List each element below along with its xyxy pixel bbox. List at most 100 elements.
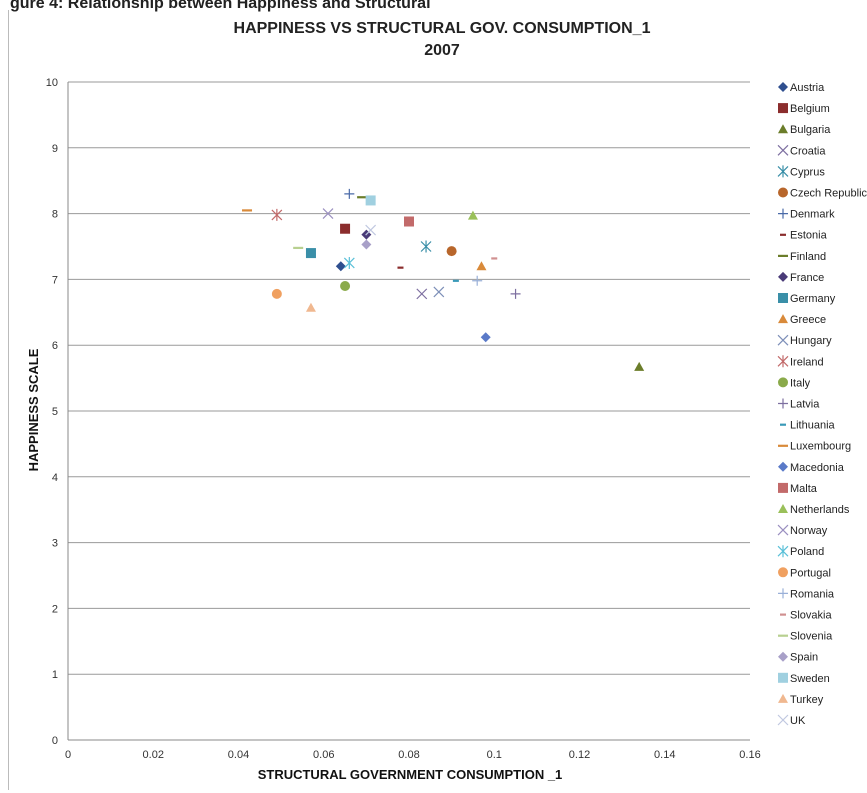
legend-item-uk: UK — [777, 714, 806, 727]
point-czech-republic — [446, 246, 457, 257]
legend-item-romania: Romania — [778, 588, 835, 600]
legend-label: Greece — [790, 314, 826, 326]
point-spain — [361, 239, 372, 250]
point-greece — [476, 261, 487, 271]
legend-marker — [778, 208, 788, 219]
legend-item-turkey: Turkey — [778, 693, 824, 706]
legend-item-greece: Greece — [778, 314, 826, 326]
axes — [67, 82, 750, 741]
y-tick-label: 3 — [52, 538, 58, 550]
legend-label: Hungary — [790, 335, 832, 347]
legend-item-bulgaria: Bulgaria — [778, 124, 831, 136]
legend-item-slovakia: Slovakia — [780, 610, 832, 622]
x-tick-label: 0.16 — [739, 749, 760, 761]
legend-label: Austria — [790, 82, 825, 94]
legend-label: Turkey — [790, 694, 824, 706]
legend-item-italy: Italy — [778, 377, 811, 389]
legend-marker — [778, 254, 788, 257]
legend-marker — [778, 588, 788, 599]
legend-item-poland: Poland — [777, 545, 824, 558]
point-romania — [472, 275, 483, 286]
legend-label: Malta — [790, 483, 818, 495]
legend-item-denmark: Denmark — [778, 208, 835, 221]
y-tick-label: 8 — [52, 209, 58, 221]
legend-item-sweden: Sweden — [778, 672, 830, 685]
y-tick-label: 2 — [52, 603, 58, 615]
legend-marker — [778, 82, 788, 92]
legend-label: Latvia — [790, 399, 820, 411]
legend-label: Portugal — [790, 567, 831, 579]
legend-label: Croatia — [790, 145, 826, 157]
point-bulgaria — [634, 361, 645, 371]
y-tick-label: 1 — [52, 669, 58, 681]
legend-label: Cyprus — [790, 166, 825, 178]
x-tick-label: 0.1 — [487, 749, 502, 761]
legend-label: Germany — [790, 293, 836, 305]
legend-label: France — [790, 272, 824, 284]
y-axis-title: HAPPINESS SCALE — [26, 348, 41, 471]
legend-marker — [778, 103, 788, 114]
legend-marker — [778, 461, 788, 472]
point-belgium — [340, 223, 351, 234]
chart-title: HAPPINESS VS STRUCTURAL GOV. CONSUMPTION… — [234, 20, 651, 37]
legend-marker — [777, 714, 789, 726]
legend-item-cyprus: Cyprus — [777, 165, 825, 178]
legend-marker — [778, 693, 788, 703]
legend-label: Finland — [790, 251, 826, 263]
gridlines — [68, 81, 750, 675]
point-estonia — [397, 266, 404, 269]
legend-marker — [778, 651, 788, 662]
y-tick-label: 9 — [52, 143, 58, 155]
legend-item-germany: Germany — [778, 293, 836, 305]
point-italy — [340, 280, 351, 291]
legend: Austria Belgium Bulgaria Croatia Cyprus Czech… — [777, 82, 867, 727]
y-tick-labels: 0 1 2 3 4 5 6 7 8 9 10 — [46, 77, 58, 747]
legend-label: Poland — [790, 546, 824, 558]
y-tick-label: 4 — [52, 472, 58, 484]
legend-item-norway: Norway — [777, 524, 828, 537]
legend-item-portugal: Portugal — [778, 567, 831, 579]
point-lithuania — [452, 279, 459, 282]
point-germany — [305, 248, 316, 259]
point-cyprus — [420, 240, 432, 253]
legend-item-austria: Austria — [778, 82, 825, 94]
legend-marker — [777, 355, 789, 368]
page-border — [8, 10, 9, 790]
legend-label: UK — [790, 715, 806, 727]
legend-label: Ireland — [790, 356, 824, 368]
page-header-fragment: gure 4: Relationship between Happiness a… — [10, 0, 431, 12]
legend-label: Italy — [790, 377, 811, 389]
legend-marker — [778, 672, 788, 683]
legend-item-ireland: Ireland — [777, 355, 824, 368]
legend-label: Czech Republic — [790, 188, 867, 200]
y-tick-label: 10 — [46, 77, 58, 89]
legend-marker — [780, 423, 786, 426]
legend-label: Estonia — [790, 230, 828, 242]
point-austria — [335, 261, 346, 272]
point-slovenia — [293, 246, 304, 250]
y-tick-label: 5 — [52, 406, 58, 418]
legend-label: Macedonia — [790, 462, 845, 474]
point-netherlands — [467, 210, 478, 220]
point-denmark — [344, 188, 355, 199]
point-slovakia — [491, 257, 498, 260]
point-portugal — [271, 288, 282, 299]
point-norway — [322, 208, 334, 220]
legend-item-latvia: Latvia — [778, 398, 820, 411]
legend-label: Romania — [790, 588, 835, 600]
legend-label: Luxembourg — [790, 441, 851, 453]
legend-item-macedonia: Macedonia — [778, 461, 845, 474]
x-tick-label: 0.08 — [398, 749, 419, 761]
legend-marker — [778, 444, 788, 447]
legend-label: Belgium — [790, 103, 830, 115]
legend-item-czech-republic: Czech Republic — [778, 187, 867, 200]
x-tick-label: 0.06 — [313, 749, 334, 761]
point-luxembourg — [242, 209, 253, 212]
legend-marker — [778, 398, 788, 409]
legend-label: Netherlands — [790, 504, 850, 516]
legend-marker — [778, 634, 788, 637]
x-tick-label: 0.14 — [654, 749, 675, 761]
legend-item-malta: Malta — [778, 482, 818, 495]
data-points — [242, 188, 645, 371]
